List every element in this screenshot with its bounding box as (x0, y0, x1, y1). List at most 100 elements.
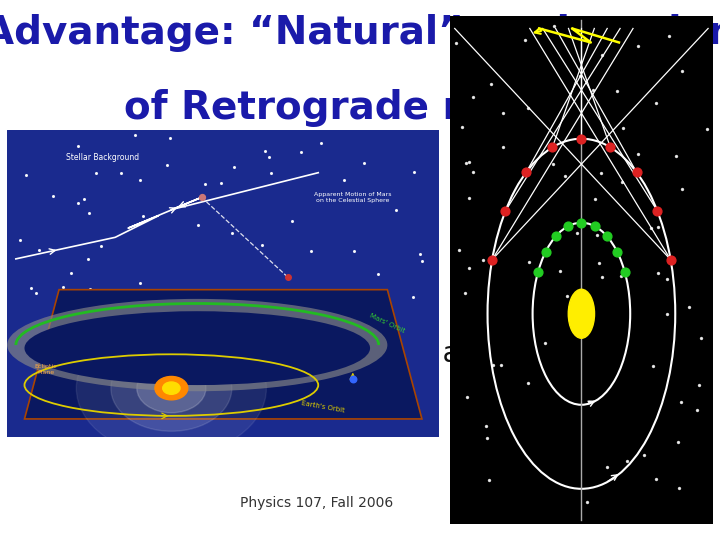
Point (605, 143, 616, 152)
Point (597, 51, 608, 59)
Point (84, 285, 96, 294)
Point (673, 484, 685, 492)
Point (498, 143, 509, 152)
Text: Physics 107, Fall 2006: Physics 107, Fall 2006 (240, 496, 393, 510)
Circle shape (137, 363, 206, 413)
Point (348, 247, 359, 255)
Point (661, 274, 672, 283)
Point (611, 86, 623, 95)
Point (665, 255, 676, 264)
Point (672, 437, 683, 446)
Point (559, 172, 571, 180)
Point (14, 235, 26, 244)
Circle shape (155, 376, 188, 400)
Point (670, 152, 681, 160)
Text: Earth's Orbit: Earth's Orbit (300, 400, 345, 414)
Point (391, 205, 402, 214)
Point (676, 185, 688, 194)
Point (265, 168, 276, 177)
Point (135, 176, 146, 185)
Point (619, 268, 631, 277)
Point (592, 231, 603, 239)
Point (562, 222, 574, 231)
Point (477, 255, 488, 264)
Point (315, 139, 327, 147)
Point (487, 255, 498, 264)
Point (464, 264, 475, 272)
Point (483, 476, 495, 484)
Polygon shape (24, 289, 422, 419)
Point (33, 246, 45, 254)
Point (25, 284, 37, 292)
Text: planets pass each other.: planets pass each other. (36, 402, 394, 430)
Point (450, 39, 462, 48)
Point (593, 258, 605, 267)
Point (96, 241, 107, 250)
Point (295, 148, 307, 157)
Point (562, 291, 573, 300)
Point (645, 224, 657, 233)
Point (498, 109, 509, 117)
Point (695, 333, 706, 342)
Point (589, 222, 600, 231)
Point (662, 309, 673, 318)
Point (683, 303, 695, 312)
Point (463, 194, 474, 202)
Ellipse shape (7, 299, 387, 391)
Point (522, 104, 534, 112)
Point (523, 258, 535, 266)
Point (701, 125, 713, 133)
Point (282, 273, 294, 282)
Point (532, 268, 544, 277)
Point (135, 279, 146, 288)
Point (576, 218, 588, 227)
Point (540, 248, 552, 256)
Point (260, 296, 271, 305)
Point (480, 422, 492, 430)
Text: Mars' Orbit: Mars' Orbit (369, 313, 406, 334)
Point (223, 291, 235, 300)
Point (595, 169, 607, 178)
Point (652, 269, 664, 278)
Point (521, 168, 532, 177)
Point (215, 179, 227, 187)
Point (500, 207, 511, 215)
Point (675, 398, 687, 407)
Point (588, 86, 599, 94)
Point (572, 229, 583, 238)
Point (550, 232, 562, 240)
Point (78, 194, 89, 203)
Point (650, 475, 662, 483)
Point (601, 463, 613, 471)
Point (138, 212, 149, 221)
Point (487, 361, 499, 369)
Circle shape (568, 289, 595, 338)
Point (584, 397, 595, 406)
Point (65, 269, 76, 278)
Point (305, 247, 317, 255)
Point (408, 293, 419, 301)
Point (130, 303, 141, 312)
Point (83, 254, 94, 263)
Point (676, 67, 688, 76)
Point (464, 158, 475, 166)
Text: Apparent Motion of Mars
on the Celestial Sphere: Apparent Motion of Mars on the Celestial… (314, 192, 392, 202)
Point (554, 267, 566, 275)
Point (196, 193, 207, 201)
Point (615, 272, 626, 280)
Point (30, 288, 42, 297)
Point (616, 178, 628, 186)
Point (372, 269, 384, 278)
Point (416, 256, 428, 265)
Point (192, 221, 204, 230)
Point (256, 241, 268, 249)
Point (519, 35, 531, 44)
Point (462, 393, 473, 402)
Point (576, 134, 588, 143)
Point (589, 195, 600, 204)
Point (228, 163, 240, 172)
Point (539, 339, 550, 348)
Point (691, 406, 703, 414)
Point (287, 217, 298, 226)
Point (263, 152, 274, 161)
